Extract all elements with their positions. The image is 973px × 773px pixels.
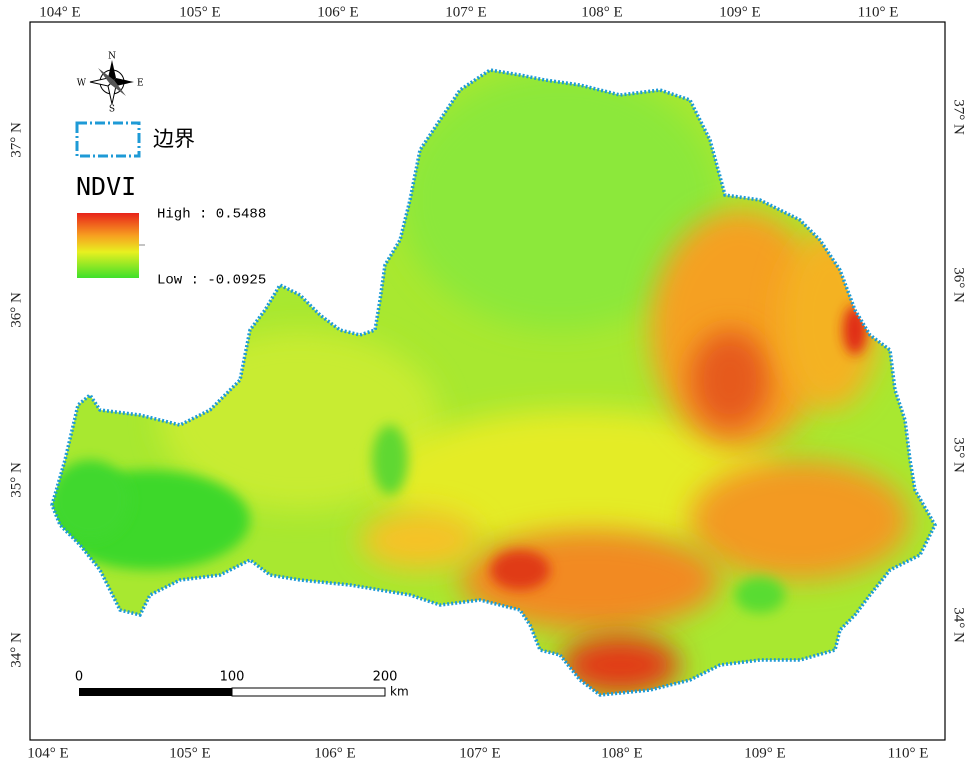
top-tick-label: 110° E bbox=[858, 4, 899, 20]
compass-s: S bbox=[109, 105, 115, 115]
scale-bar bbox=[79, 687, 386, 697]
compass: N S E W bbox=[77, 52, 144, 115]
top-tick-label: 104° E bbox=[39, 4, 80, 20]
scale-bar-label: 200 bbox=[373, 670, 398, 685]
ndvi-low-label: Low : -0.0925 bbox=[157, 273, 266, 289]
bottom-tick-label: 109° E bbox=[744, 745, 785, 761]
ndvi-legend-title: NDVI bbox=[76, 172, 136, 201]
bottom-tick-label: 106° E bbox=[314, 745, 355, 761]
scale-bar-unit: km bbox=[390, 685, 409, 699]
bottom-tick-label: 105° E bbox=[169, 745, 210, 761]
bottom-tick-label: 108° E bbox=[601, 745, 642, 761]
left-tick-label: 35° N bbox=[8, 462, 24, 498]
scale-bar-label: 100 bbox=[220, 670, 245, 685]
top-tick-label: 107° E bbox=[445, 4, 486, 20]
scale-bar-label: 0 bbox=[75, 670, 83, 685]
scale-bar-white bbox=[231, 687, 386, 697]
ndvi-color-ramp bbox=[77, 213, 139, 278]
scale-bar-black bbox=[79, 688, 232, 696]
bottom-tick-label: 107° E bbox=[459, 745, 500, 761]
compass-n: N bbox=[108, 52, 116, 62]
top-tick-label: 106° E bbox=[317, 4, 358, 20]
boundary-legend-swatch bbox=[75, 121, 141, 158]
right-tick-label: 35° N bbox=[951, 437, 967, 473]
left-tick-label: 34° N bbox=[8, 632, 24, 668]
map-frame bbox=[29, 21, 946, 741]
bottom-tick-label: 104° E bbox=[27, 745, 68, 761]
boundary-legend-label: 边界 bbox=[153, 127, 195, 151]
left-tick-label: 36° N bbox=[8, 292, 24, 328]
bottom-tick-label: 110° E bbox=[888, 745, 929, 761]
ndvi-high-label: High : 0.5488 bbox=[157, 207, 266, 223]
left-tick-label: 37° N bbox=[8, 122, 24, 158]
compass-w: W bbox=[77, 79, 87, 89]
top-tick-label: 108° E bbox=[581, 4, 622, 20]
top-tick-label: 105° E bbox=[179, 4, 220, 20]
right-tick-label: 34° N bbox=[951, 607, 967, 643]
top-tick-label: 109° E bbox=[719, 4, 760, 20]
ndvi-raster bbox=[52, 70, 935, 695]
compass-e: E bbox=[137, 79, 144, 89]
right-tick-label: 36° N bbox=[951, 267, 967, 303]
right-tick-label: 37° N bbox=[951, 99, 967, 135]
